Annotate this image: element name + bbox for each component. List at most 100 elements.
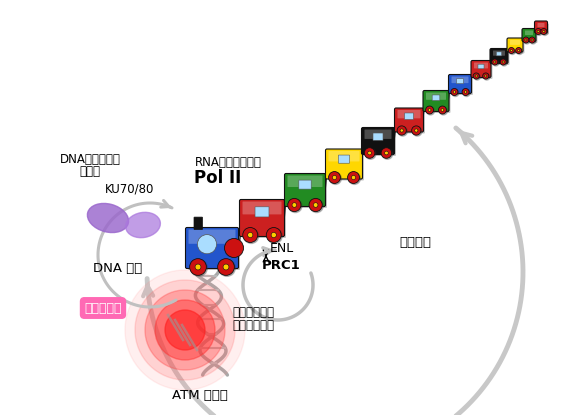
FancyBboxPatch shape — [537, 24, 549, 34]
Circle shape — [145, 290, 225, 370]
Text: DNA 修復: DNA 修復 — [94, 261, 143, 274]
FancyBboxPatch shape — [188, 230, 240, 270]
Circle shape — [288, 198, 301, 212]
Text: ENL: ENL — [270, 242, 294, 254]
Circle shape — [492, 59, 498, 65]
Circle shape — [271, 232, 276, 238]
FancyBboxPatch shape — [194, 217, 202, 229]
FancyBboxPatch shape — [474, 63, 488, 68]
Circle shape — [515, 47, 522, 54]
Circle shape — [349, 173, 360, 184]
Circle shape — [464, 91, 467, 93]
FancyBboxPatch shape — [362, 127, 394, 154]
Circle shape — [292, 203, 297, 208]
Circle shape — [289, 199, 302, 212]
FancyBboxPatch shape — [328, 151, 364, 181]
FancyBboxPatch shape — [425, 93, 450, 113]
Circle shape — [494, 61, 496, 63]
Circle shape — [426, 106, 433, 114]
Circle shape — [453, 91, 456, 93]
Circle shape — [365, 149, 376, 159]
FancyBboxPatch shape — [426, 93, 446, 100]
Circle shape — [329, 171, 340, 183]
Circle shape — [412, 127, 422, 136]
FancyBboxPatch shape — [397, 110, 425, 134]
Text: RNAポリメラーゼ: RNAポリメラーゼ — [195, 156, 261, 168]
Circle shape — [501, 60, 507, 66]
FancyBboxPatch shape — [456, 78, 463, 84]
Circle shape — [155, 300, 215, 360]
Circle shape — [267, 229, 282, 244]
Circle shape — [493, 60, 499, 66]
Text: 転写ストップ: 転写ストップ — [232, 318, 274, 332]
Circle shape — [352, 176, 356, 180]
Circle shape — [510, 49, 512, 51]
Circle shape — [382, 149, 393, 159]
Circle shape — [517, 49, 522, 54]
Ellipse shape — [87, 203, 129, 232]
FancyBboxPatch shape — [522, 29, 536, 42]
FancyBboxPatch shape — [287, 176, 327, 208]
Circle shape — [541, 29, 547, 34]
Circle shape — [165, 310, 205, 350]
FancyBboxPatch shape — [188, 229, 236, 244]
Circle shape — [397, 126, 407, 135]
FancyBboxPatch shape — [535, 21, 548, 33]
Circle shape — [485, 75, 487, 77]
Circle shape — [400, 129, 403, 132]
Circle shape — [475, 75, 477, 77]
Text: 二重鎖切断: 二重鎖切断 — [84, 302, 122, 315]
FancyBboxPatch shape — [364, 129, 391, 139]
Circle shape — [218, 259, 235, 276]
Circle shape — [537, 30, 539, 32]
Text: Pol II: Pol II — [194, 169, 242, 187]
Circle shape — [484, 74, 490, 80]
FancyBboxPatch shape — [287, 176, 322, 187]
Circle shape — [500, 59, 506, 65]
Circle shape — [502, 61, 504, 63]
Circle shape — [543, 30, 545, 32]
Text: PRC1: PRC1 — [262, 259, 301, 271]
Circle shape — [266, 227, 281, 242]
Text: KU70/80: KU70/80 — [105, 182, 154, 195]
FancyBboxPatch shape — [239, 200, 284, 237]
Circle shape — [510, 49, 515, 54]
Text: の集積: の集積 — [80, 165, 101, 178]
Circle shape — [384, 151, 388, 155]
Text: ユビキチン化: ユビキチン化 — [232, 305, 274, 318]
Circle shape — [364, 148, 375, 158]
FancyBboxPatch shape — [471, 61, 491, 78]
Circle shape — [473, 73, 479, 79]
Circle shape — [125, 270, 245, 390]
Circle shape — [195, 264, 201, 270]
Circle shape — [310, 199, 324, 212]
Circle shape — [398, 127, 407, 136]
FancyBboxPatch shape — [329, 151, 360, 161]
Text: DNA修復蛋白質: DNA修復蛋白質 — [60, 153, 121, 166]
Text: ATM 活性化: ATM 活性化 — [172, 388, 228, 401]
Circle shape — [452, 90, 459, 97]
Circle shape — [518, 49, 519, 51]
Circle shape — [474, 74, 480, 80]
Circle shape — [329, 173, 342, 184]
Circle shape — [243, 227, 258, 242]
Circle shape — [309, 198, 322, 212]
Circle shape — [530, 38, 536, 44]
Circle shape — [314, 203, 318, 208]
Circle shape — [524, 38, 530, 44]
Circle shape — [439, 107, 448, 115]
Circle shape — [441, 109, 444, 111]
Circle shape — [428, 109, 431, 111]
FancyBboxPatch shape — [473, 63, 493, 79]
FancyBboxPatch shape — [394, 108, 424, 132]
FancyBboxPatch shape — [397, 110, 421, 118]
Circle shape — [525, 39, 527, 41]
FancyBboxPatch shape — [478, 64, 484, 69]
Circle shape — [247, 232, 253, 238]
FancyBboxPatch shape — [493, 51, 505, 56]
FancyBboxPatch shape — [432, 95, 440, 100]
FancyBboxPatch shape — [451, 77, 473, 95]
FancyBboxPatch shape — [299, 180, 311, 189]
Circle shape — [415, 129, 418, 132]
Circle shape — [536, 29, 542, 36]
